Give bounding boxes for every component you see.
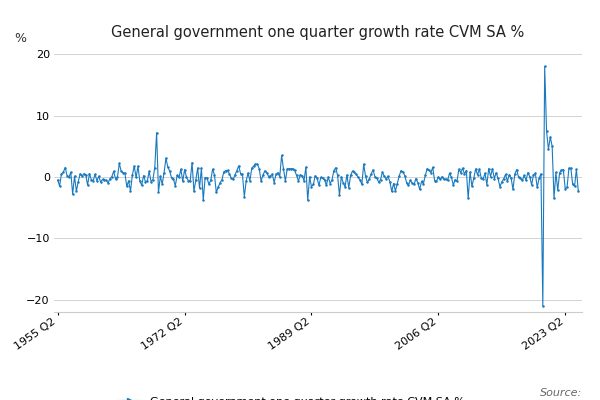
Text: %: % (14, 32, 26, 45)
Title: General government one quarter growth rate CVM SA %: General government one quarter growth ra… (112, 25, 524, 40)
Legend: General government one quarter growth rate CVM SA %: General government one quarter growth ra… (119, 397, 464, 400)
Text: Source:: Source: (540, 388, 582, 398)
